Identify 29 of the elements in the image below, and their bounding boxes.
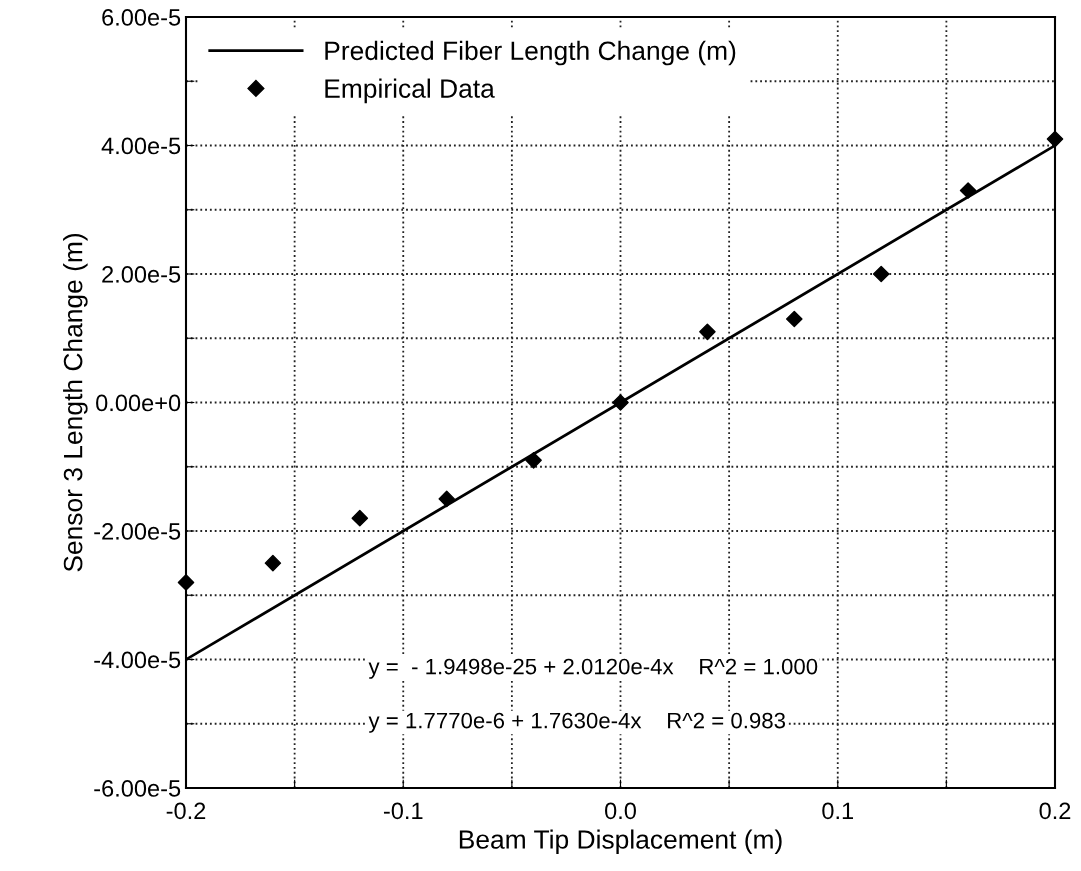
point [959, 182, 977, 199]
point [1046, 130, 1064, 148]
x-tick-label: 0.0 [605, 802, 636, 820]
point [872, 265, 890, 283]
x-tick-label: -0.2 [166, 802, 206, 820]
x-tick-label: -0.1 [383, 802, 423, 820]
legend-label: Empirical Data [325, 78, 495, 104]
y-tick-label: -4.00e-5 [94, 651, 181, 669]
point [177, 574, 195, 591]
point [785, 310, 803, 328]
y-tick-label: -2.00e-5 [94, 523, 181, 540]
x-axis-title: Beam Tip Displacement (m) [459, 829, 782, 855]
point [264, 554, 282, 572]
point [699, 323, 716, 341]
point [525, 452, 542, 469]
point [351, 509, 369, 527]
x-tick-label: 0.1 [822, 802, 854, 820]
legend-label: Predicted Fiber Length Change (m) [325, 40, 736, 66]
y-tick-label: 6.00e-5 [102, 9, 181, 26]
x-tick-label: 0.2 [1039, 802, 1071, 820]
y-tick-label: 0.00e+0 [96, 394, 181, 412]
point [612, 394, 629, 411]
point [438, 490, 456, 508]
y-tick-label: -6.00e-5 [94, 780, 181, 797]
y-axis-title: Sensor 3 Length Change (m) [63, 233, 88, 572]
y-tick-label: 2.00e-5 [102, 266, 181, 283]
annotation: y = - 1.9498e-25 + 2.0120e-4x R^2 = 1.000 [368, 658, 818, 679]
y-tick-label: 4.00e-5 [101, 137, 181, 155]
annotation: y = 1.7770e-6 + 1.7630e-4x R^2 = 0.983 [368, 712, 786, 733]
